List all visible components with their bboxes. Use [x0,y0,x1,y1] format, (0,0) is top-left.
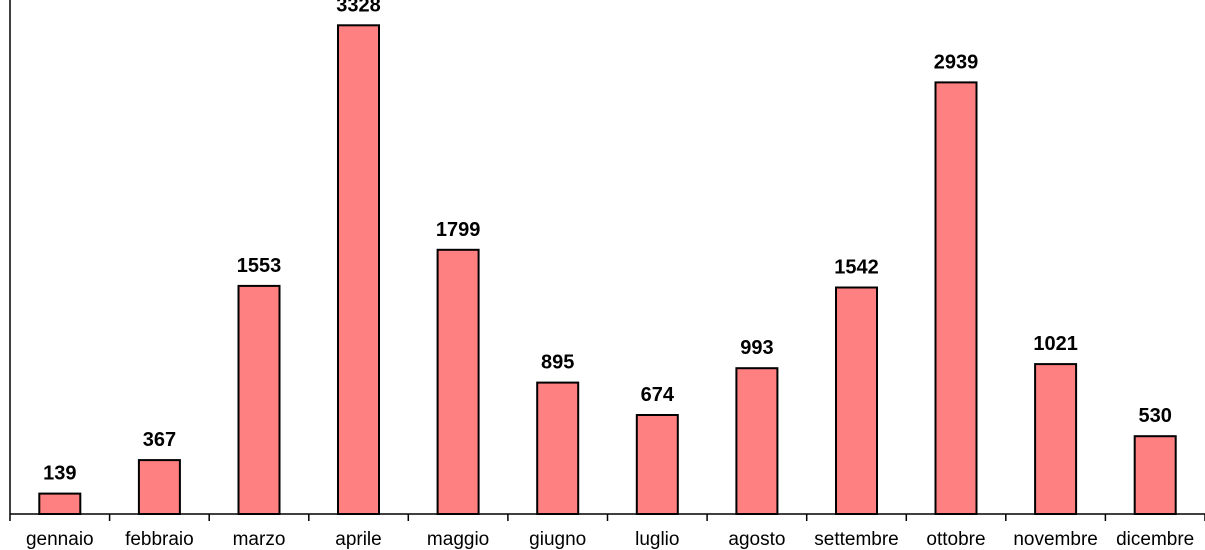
value-label-novembre: 1021 [1033,333,1078,355]
value-label-febbraio: 367 [143,429,176,451]
bar-febbraio [139,460,180,514]
x-axis-ticks [10,514,1205,521]
tick-label-ottobre: ottobre [926,529,985,550]
bar-novembre [1035,364,1076,514]
bar-luglio [637,415,678,514]
tick-label-gennaio: gennaio [26,529,94,550]
value-label-luglio: 674 [641,384,675,406]
bar-gennaio [39,494,80,514]
bar-dicembre [1135,436,1176,514]
bar-agosto [736,368,777,514]
tick-label-settembre: settembre [814,529,898,550]
value-label-maggio: 1799 [436,219,481,241]
bars-layer [39,25,1175,514]
tick-label-marzo: marzo [233,529,286,550]
bar-marzo [239,286,280,514]
tick-label-dicembre: dicembre [1116,529,1194,550]
tick-label-febbraio: febbraio [125,529,194,550]
tick-label-agosto: agosto [728,529,785,550]
value-label-ottobre: 2939 [934,51,979,73]
value-label-dicembre: 530 [1139,405,1172,427]
value-labels-layer: 139 367 1553 3328 1799 895 674 993 1542 2939 1021 5… [43,0,1172,485]
tick-label-aprile: aprile [335,529,381,550]
bar-settembre [836,288,877,515]
x-axis-tick-labels: gennaio febbraio marzo aprile maggio giugno lu… [26,529,1194,550]
bar-ottobre [936,82,977,514]
value-label-marzo: 1553 [237,255,282,277]
value-label-giugno: 895 [541,352,574,374]
value-label-settembre: 1542 [834,257,879,279]
value-label-gennaio: 139 [43,463,76,485]
bar-aprile [338,25,379,514]
tick-label-luglio: luglio [635,529,679,550]
tick-label-maggio: maggio [427,529,489,550]
tick-label-novembre: novembre [1013,529,1098,550]
tick-label-giugno: giugno [529,529,586,550]
value-label-agosto: 993 [740,337,773,359]
bar-giugno [537,383,578,514]
bar-maggio [438,250,479,514]
value-label-aprile: 3328 [336,0,381,16]
